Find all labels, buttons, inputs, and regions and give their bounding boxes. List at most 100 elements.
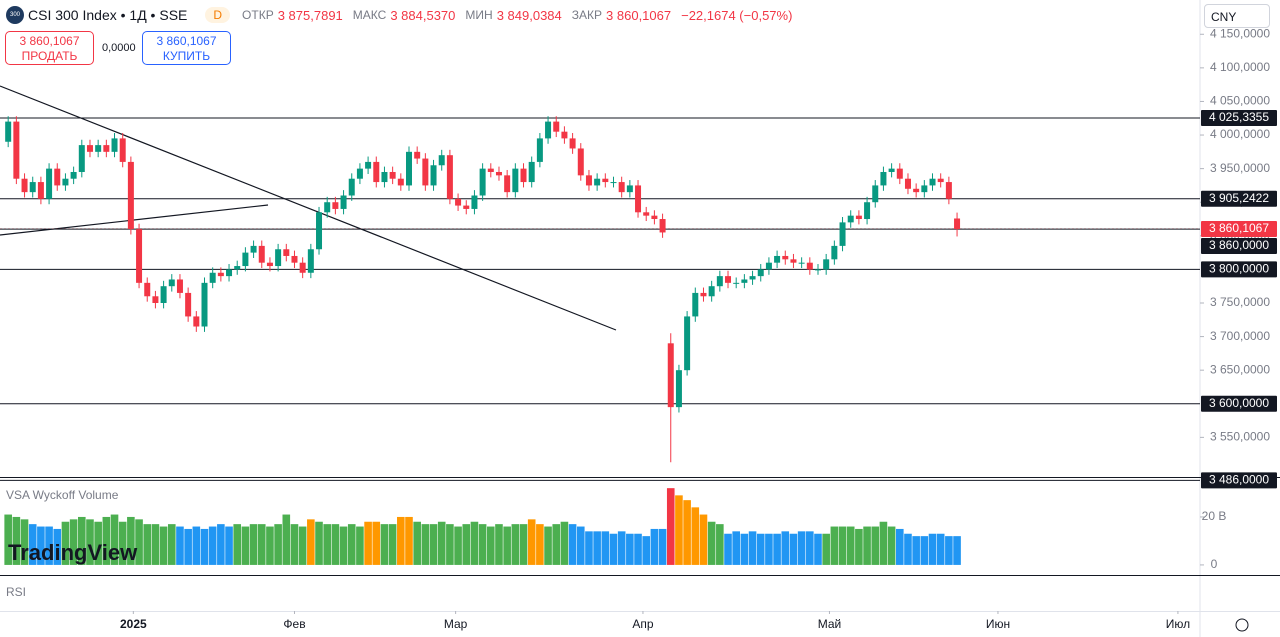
volume-bar [12,516,21,565]
volume-bar [274,524,282,565]
volume-bar [184,528,192,565]
candle-body [733,282,740,284]
volume-bar [372,521,381,565]
sell-price: 3 860,1067 [19,34,80,48]
volume-bar [233,524,242,565]
volume-bar [405,516,413,565]
candle-body [307,249,314,273]
candle-body [176,279,183,293]
candle-body [373,161,380,183]
candle-body [119,138,126,162]
x-tick-label: Июл [1166,617,1190,631]
volume-bar [707,521,716,565]
volume-bar [789,533,798,565]
y-tick-label: 3 700,0000 [1210,329,1270,343]
volume-bar [691,507,700,565]
currency-select[interactable]: CNY [1204,4,1270,28]
trend-line [0,85,617,331]
interval-badge[interactable]: D [205,7,231,23]
volume-bar [249,524,258,565]
candle-body [741,279,748,283]
volume-bar [536,524,544,565]
volume-bar [241,526,250,565]
volume-bar [397,516,405,565]
level-tag-label: 3 860,1067 [1209,221,1269,235]
candle-body [626,185,633,193]
volume-bar [20,519,29,565]
candle-body [136,229,143,283]
candle-body [201,282,208,327]
volume-bar [53,528,62,565]
candle-body [512,168,519,193]
volume-bar [413,521,421,565]
volume-bar [560,521,569,565]
volume-bar [822,533,830,565]
volume-bar [601,531,610,565]
candle-body [749,276,756,280]
level-tag [1201,472,1277,489]
volume-bar [544,526,552,565]
volume-bar [28,524,37,565]
buy-button[interactable]: 3 860,1067 КУПИТЬ [142,31,231,65]
candle-body [397,178,404,186]
volume-bar [315,521,323,565]
candle-body [152,296,159,303]
candle-body [78,145,85,172]
candle-body [823,259,830,270]
candle-body [667,343,674,408]
volume-bar [257,524,266,565]
trend-line [0,204,269,236]
candle-body [921,185,928,193]
candle-body [806,262,813,270]
volume-bar [519,524,528,565]
candle-body [193,316,200,327]
volume-bar [511,524,520,565]
volume-bar [339,526,348,565]
volume-bar [192,526,201,565]
volume-bar [135,519,143,565]
candle-body [430,165,437,186]
symbol[interactable]: CSI 300 Index • 1Д • SSE [28,7,188,23]
candle-body [561,131,568,139]
sell-button[interactable]: 3 860,1067 ПРОДАТЬ [5,31,94,65]
candle-body [54,168,61,186]
high-label: МАКС [352,8,387,22]
volume-bar [102,516,111,565]
candle-body [790,259,797,263]
volume-bar [127,516,135,565]
settings-icon[interactable] [1235,618,1249,632]
candle-body [504,175,511,193]
candle-body [831,245,838,260]
candle-body [765,262,772,270]
candle-body [168,279,175,287]
candle-body [782,255,789,260]
volume-bar [217,524,225,565]
y-tick-label: 4 100,0000 [1210,60,1270,74]
candle-body [283,249,290,256]
low-value: 3 849,0384 [496,7,562,23]
candle-body [675,370,682,408]
volume-bar [666,488,675,565]
volume-bar [781,531,790,565]
candle-body [316,212,323,250]
volume-bar [266,526,274,565]
y-tick-label: 3 750,0000 [1210,295,1270,309]
x-tick-label: Май [818,617,842,631]
volume-bar [724,533,732,565]
candle-body [757,269,764,277]
level-tag-label: 3 800,0000 [1209,262,1269,276]
candle-body [70,171,77,179]
candle-body [659,219,666,233]
candle-body [520,168,527,183]
volume-bar [871,526,880,565]
volume-bar [495,524,503,565]
volume-bar [626,533,634,565]
volume-bar [585,531,593,565]
y-tick-label: 3 650,0000 [1210,362,1270,376]
sell-label: ПРОДАТЬ [21,49,78,63]
volume-bar [347,524,356,565]
volume-bar [118,521,127,565]
candle-body [463,205,470,209]
candle-body [855,215,862,220]
